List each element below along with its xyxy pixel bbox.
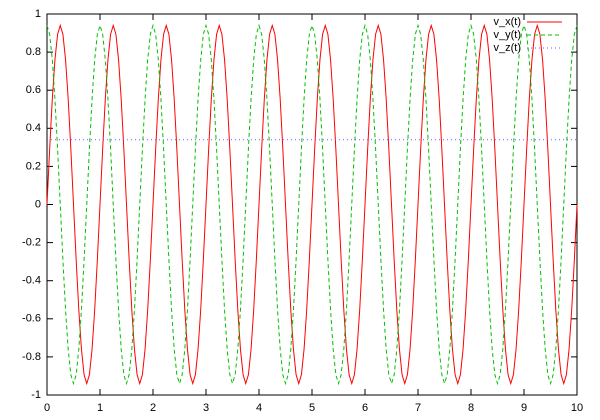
y-tick-label: 0: [35, 198, 41, 210]
x-tick-label: 5: [309, 402, 315, 414]
y-tick-label: -1: [31, 389, 41, 401]
x-tick-label: 8: [468, 402, 474, 414]
legend-label: v_x(t): [494, 16, 522, 28]
x-tick-label: 7: [415, 402, 421, 414]
y-tick-label: 0.4: [26, 122, 41, 134]
x-tick-label: 10: [571, 402, 583, 414]
x-tick-label: 3: [203, 402, 209, 414]
x-tick-label: 1: [97, 402, 103, 414]
series-line: [46, 23, 578, 386]
y-tick-label: -0.8: [22, 351, 41, 363]
y-tick-label: -0.4: [22, 275, 41, 287]
legend-label: v_y(t): [494, 29, 522, 41]
x-tick-label: 2: [150, 402, 156, 414]
y-tick-label: -0.2: [22, 237, 41, 249]
x-tick-label: 6: [362, 402, 368, 414]
y-tick-label: 0.8: [26, 46, 41, 58]
legend-label: v_z(t): [494, 42, 522, 54]
y-tick-label: 0.6: [26, 84, 41, 96]
y-tick-label: 1: [35, 8, 41, 20]
x-tick-label: 4: [256, 402, 262, 414]
x-tick-label: 0: [44, 402, 50, 414]
series-line: [46, 23, 578, 386]
y-tick-label: -0.6: [22, 313, 41, 325]
x-tick-label: 9: [521, 402, 527, 414]
y-tick-label: 0.2: [26, 160, 41, 172]
